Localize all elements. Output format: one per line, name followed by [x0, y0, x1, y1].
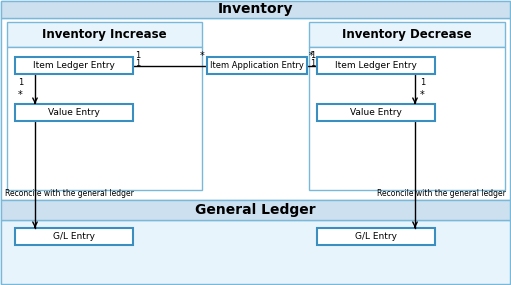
Bar: [317, 228, 435, 245]
Text: Reconcile with the general ledger: Reconcile with the general ledger: [5, 189, 134, 198]
Bar: [207, 57, 307, 74]
Bar: [7, 22, 202, 47]
Bar: [1, 18, 510, 200]
Text: Reconcile with the general ledger: Reconcile with the general ledger: [377, 189, 506, 198]
Text: Value Entry: Value Entry: [48, 108, 100, 117]
Text: *: *: [420, 90, 425, 100]
Text: Inventory: Inventory: [218, 3, 293, 17]
Bar: [15, 104, 133, 121]
Bar: [7, 47, 202, 190]
Text: Item Ledger Entry: Item Ledger Entry: [33, 61, 115, 70]
Text: General Ledger: General Ledger: [195, 203, 316, 217]
Text: *: *: [309, 50, 314, 60]
Text: G/L Entry: G/L Entry: [355, 232, 397, 241]
Text: *: *: [199, 50, 204, 60]
Text: 1: 1: [18, 78, 23, 87]
Text: Item Ledger Entry: Item Ledger Entry: [335, 61, 417, 70]
Text: 1: 1: [310, 59, 315, 68]
Bar: [309, 22, 505, 47]
Text: Item Application Entry: Item Application Entry: [210, 61, 304, 70]
Bar: [317, 57, 435, 74]
Text: 1: 1: [135, 59, 140, 68]
Bar: [309, 47, 505, 190]
Bar: [1, 220, 510, 284]
Text: 1: 1: [310, 52, 315, 60]
Bar: [317, 104, 435, 121]
Text: Inventory Increase: Inventory Increase: [42, 28, 167, 41]
Text: *: *: [18, 90, 23, 100]
Text: 1: 1: [135, 52, 140, 60]
Text: G/L Entry: G/L Entry: [53, 232, 95, 241]
Bar: [15, 57, 133, 74]
Text: 1: 1: [420, 78, 425, 87]
Text: Value Entry: Value Entry: [350, 108, 402, 117]
Bar: [1, 200, 510, 220]
Bar: [15, 228, 133, 245]
Text: Inventory Decrease: Inventory Decrease: [342, 28, 472, 41]
Bar: [1, 1, 510, 18]
